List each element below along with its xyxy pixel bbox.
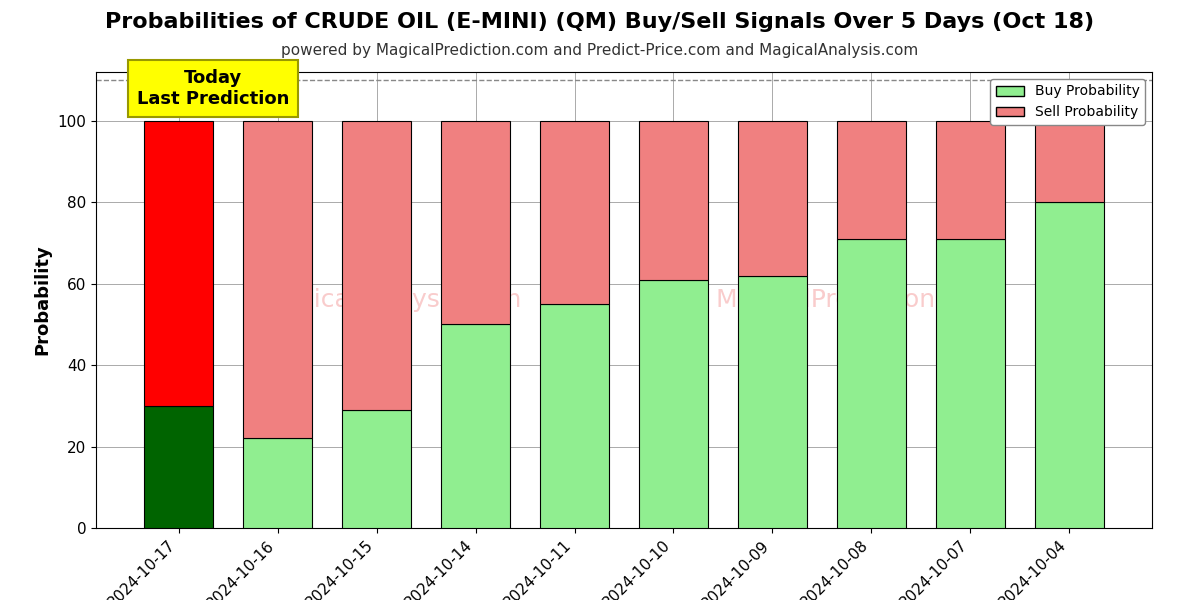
Bar: [836, 121, 906, 239]
Text: powered by MagicalPrediction.com and Predict-Price.com and MagicalAnalysis.com: powered by MagicalPrediction.com and Pre…: [281, 43, 919, 58]
Bar: [738, 121, 808, 275]
Text: Today
Last Prediction: Today Last Prediction: [137, 69, 289, 107]
Bar: [836, 239, 906, 528]
Bar: [936, 239, 1006, 528]
Bar: [144, 121, 214, 406]
Bar: [1034, 202, 1104, 528]
Bar: [440, 121, 510, 325]
Bar: [638, 280, 708, 528]
Bar: [540, 121, 610, 304]
Y-axis label: Probability: Probability: [34, 245, 52, 355]
Bar: [936, 121, 1006, 239]
Bar: [144, 406, 214, 528]
Bar: [242, 439, 312, 528]
Bar: [440, 325, 510, 528]
Bar: [540, 304, 610, 528]
Bar: [242, 121, 312, 439]
Text: MagicalAnalysis.com: MagicalAnalysis.com: [262, 288, 522, 312]
Bar: [638, 121, 708, 280]
Legend: Buy Probability, Sell Probability: Buy Probability, Sell Probability: [990, 79, 1145, 125]
Text: MagicalPrediction.com: MagicalPrediction.com: [715, 288, 997, 312]
Bar: [1034, 121, 1104, 202]
Bar: [738, 275, 808, 528]
Text: Probabilities of CRUDE OIL (E-MINI) (QM) Buy/Sell Signals Over 5 Days (Oct 18): Probabilities of CRUDE OIL (E-MINI) (QM)…: [106, 12, 1094, 32]
Bar: [342, 121, 412, 410]
Bar: [342, 410, 412, 528]
